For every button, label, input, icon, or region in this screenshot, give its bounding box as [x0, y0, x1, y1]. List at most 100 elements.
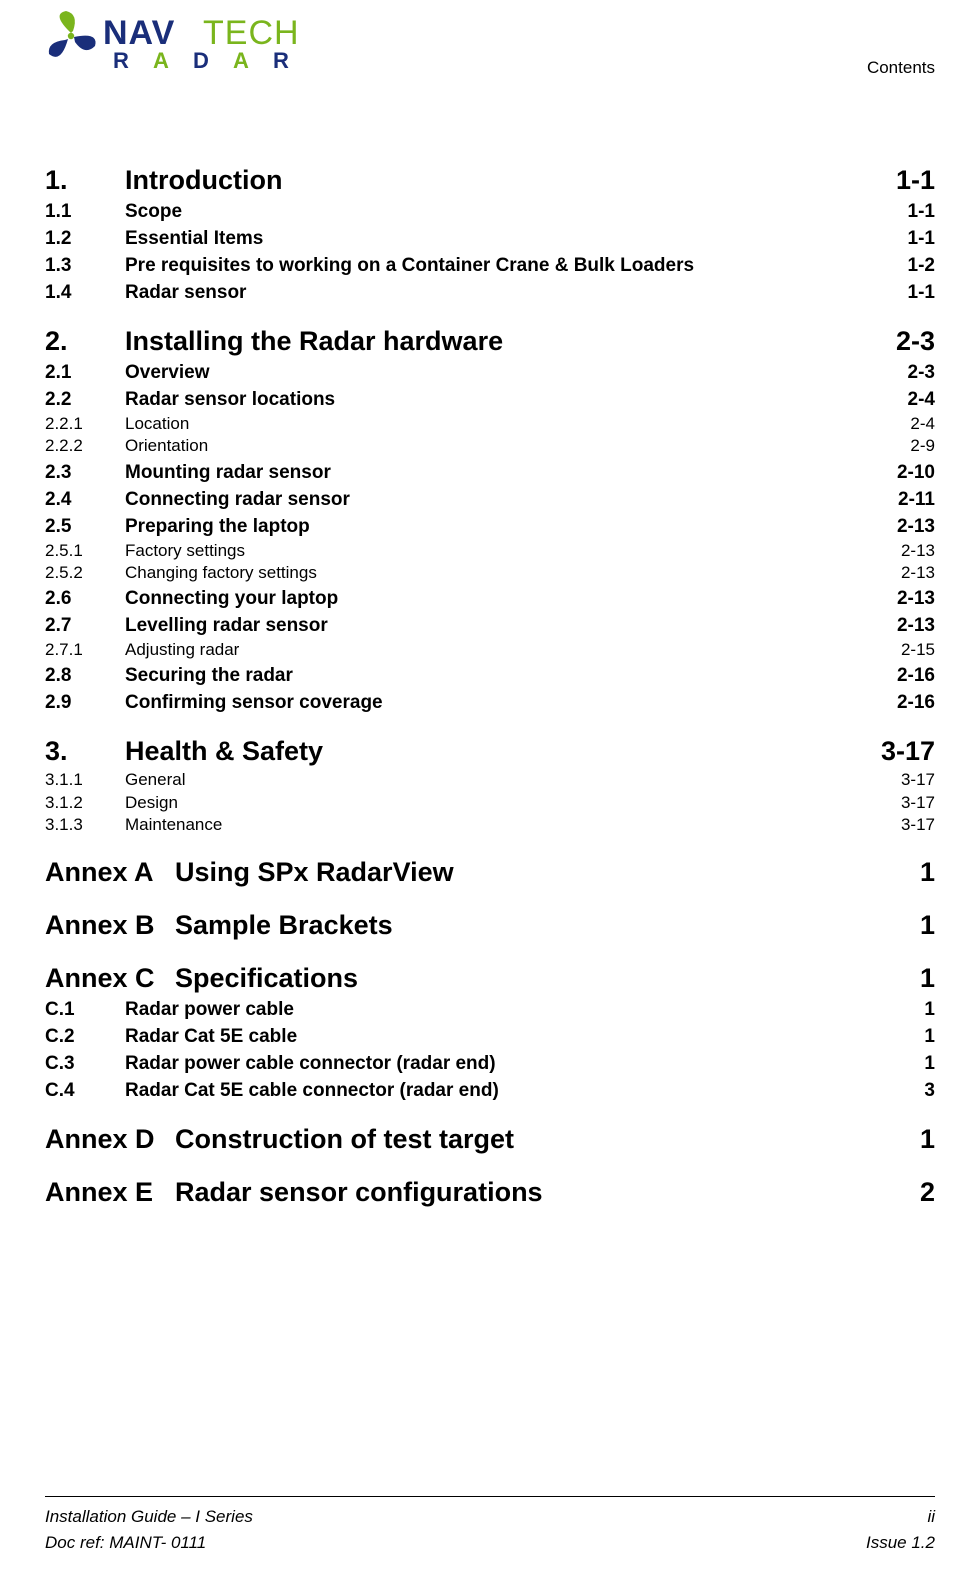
toc-entry-number: 3.1.1: [45, 769, 125, 790]
toc-entry-page: 2-13: [855, 516, 935, 538]
toc-entry-number: 2.2.2: [45, 435, 125, 456]
toc-entry-page: 2-13: [855, 562, 935, 583]
toc-entry-page: 2-16: [855, 692, 935, 714]
toc-row: 1.3Pre requisites to working on a Contai…: [45, 255, 935, 277]
toc-entry-title: Changing factory settings: [125, 562, 855, 583]
toc-row: 2.9Confirming sensor coverage2-16: [45, 692, 935, 714]
toc-entry-number: 2.4: [45, 489, 125, 511]
toc-entry-number: Annex B: [45, 910, 175, 941]
toc-entry-number: 2.8: [45, 665, 125, 687]
svg-text:R: R: [273, 48, 289, 73]
toc-entry-page: 1-1: [855, 282, 935, 304]
toc-entry-number: Annex E: [45, 1177, 175, 1208]
footer-row-2: Doc ref: MAINT- 0111 Issue 1.2: [45, 1533, 935, 1553]
toc-entry-page: 2-4: [855, 389, 935, 411]
toc-entry-page: 3-17: [855, 769, 935, 790]
toc-entry-page: 2: [855, 1177, 935, 1208]
toc-entry-number: C.3: [45, 1053, 125, 1075]
toc-entry-title: Securing the radar: [125, 665, 855, 687]
toc-entry-page: 3-17: [855, 792, 935, 813]
toc-entry-page: 1: [855, 963, 935, 994]
toc-entry-page: 2-4: [855, 413, 935, 434]
toc-row: 2.4Connecting radar sensor2-11: [45, 489, 935, 511]
toc-row: 2.2Radar sensor locations2-4: [45, 389, 935, 411]
toc-row: Annex AUsing SPx RadarView1: [45, 857, 935, 888]
toc-row: 3.1.2Design3-17: [45, 792, 935, 813]
toc-entry-title: Radar sensor locations: [125, 389, 855, 411]
toc-entry-page: 3: [855, 1080, 935, 1102]
toc-entry-page: 2-13: [855, 615, 935, 637]
toc-row: C.2Radar Cat 5E cable1: [45, 1026, 935, 1048]
toc-entry-title: Maintenance: [125, 814, 855, 835]
toc-entry-page: 2-13: [855, 540, 935, 561]
header-section-label: Contents: [867, 58, 935, 78]
toc-row: Annex CSpecifications1: [45, 963, 935, 994]
toc-entry-page: 3-17: [855, 736, 935, 767]
toc-entry-title: Mounting radar sensor: [125, 462, 855, 484]
toc-entry-number: 1.1: [45, 201, 125, 223]
toc-entry-title: Radar Cat 5E cable: [125, 1026, 855, 1048]
toc-entry-title: Radar sensor configurations: [175, 1177, 855, 1208]
toc-entry-number: 2.2.1: [45, 413, 125, 434]
toc-entry-number: 3.1.3: [45, 814, 125, 835]
toc-entry-title: Levelling radar sensor: [125, 615, 855, 637]
toc-entry-page: 1-1: [855, 201, 935, 223]
toc-entry-page: 1: [855, 910, 935, 941]
footer-issue: Issue 1.2: [866, 1533, 935, 1553]
toc-entry-title: General: [125, 769, 855, 790]
toc-row: 2.Installing the Radar hardware2-3: [45, 326, 935, 357]
toc-row: 2.8Securing the radar2-16: [45, 665, 935, 687]
toc-entry-number: Annex D: [45, 1124, 175, 1155]
toc-entry-title: Adjusting radar: [125, 639, 855, 660]
toc-entry-title: Radar Cat 5E cable connector (radar end): [125, 1080, 855, 1102]
toc-row: C.1Radar power cable1: [45, 999, 935, 1021]
toc-entry-page: 2-10: [855, 462, 935, 484]
toc-entry-page: 1-1: [855, 165, 935, 196]
toc-row: 3.Health & Safety3-17: [45, 736, 935, 767]
page-header: NAV TECH R A D A R Contents: [45, 10, 935, 95]
toc-row: 1.Introduction1-1: [45, 165, 935, 196]
toc-entry-title: Introduction: [125, 165, 855, 196]
toc-entry-number: 2.6: [45, 588, 125, 610]
svg-text:D: D: [193, 48, 209, 73]
toc-entry-title: Radar power cable: [125, 999, 855, 1021]
footer-guide-title: Installation Guide – I Series: [45, 1507, 253, 1527]
toc-entry-page: 2-15: [855, 639, 935, 660]
toc-entry-title: Pre requisites to working on a Container…: [125, 255, 855, 277]
toc-entry-number: 3.1.2: [45, 792, 125, 813]
toc-entry-title: Health & Safety: [125, 736, 855, 767]
page-footer: Installation Guide – I Series ii Doc ref…: [45, 1496, 935, 1553]
svg-text:TECH: TECH: [203, 14, 300, 52]
svg-text:A: A: [153, 48, 169, 73]
toc-entry-title: Preparing the laptop: [125, 516, 855, 538]
toc-entry-number: 1.4: [45, 282, 125, 304]
toc-entry-title: Radar sensor: [125, 282, 855, 304]
navtech-radar-logo: NAV TECH R A D A R: [45, 8, 375, 83]
toc-entry-title: Sample Brackets: [175, 910, 855, 941]
svg-text:R: R: [113, 48, 129, 73]
toc-entry-number: C.2: [45, 1026, 125, 1048]
toc-entry-number: C.4: [45, 1080, 125, 1102]
toc-entry-page: 2-16: [855, 665, 935, 687]
toc-entry-page: 1-2: [855, 255, 935, 277]
toc-entry-page: 1: [855, 1053, 935, 1075]
toc-entry-title: Connecting your laptop: [125, 588, 855, 610]
document-page: NAV TECH R A D A R Contents 1.Introducti…: [0, 0, 980, 1578]
toc-entry-number: 2.7.1: [45, 639, 125, 660]
toc-row: C.3Radar power cable connector (radar en…: [45, 1053, 935, 1075]
toc-entry-number: Annex C: [45, 963, 175, 994]
toc-row: 2.2.1Location2-4: [45, 413, 935, 434]
toc-entry-number: 3.: [45, 736, 125, 767]
toc-entry-number: 2.: [45, 326, 125, 357]
toc-row: C.4Radar Cat 5E cable connector (radar e…: [45, 1080, 935, 1102]
footer-page-number: ii: [927, 1507, 935, 1527]
logo-svg: NAV TECH R A D A R: [45, 8, 375, 78]
footer-doc-ref: Doc ref: MAINT- 0111: [45, 1533, 206, 1553]
toc-row: 2.1Overview2-3: [45, 362, 935, 384]
toc-entry-number: 2.5.1: [45, 540, 125, 561]
toc-entry-number: 2.3: [45, 462, 125, 484]
toc-entry-page: 1: [855, 857, 935, 888]
table-of-contents: 1.Introduction1-11.1Scope1-11.2Essential…: [45, 165, 935, 1208]
toc-entry-title: Location: [125, 413, 855, 434]
toc-row: Annex DConstruction of test target1: [45, 1124, 935, 1155]
